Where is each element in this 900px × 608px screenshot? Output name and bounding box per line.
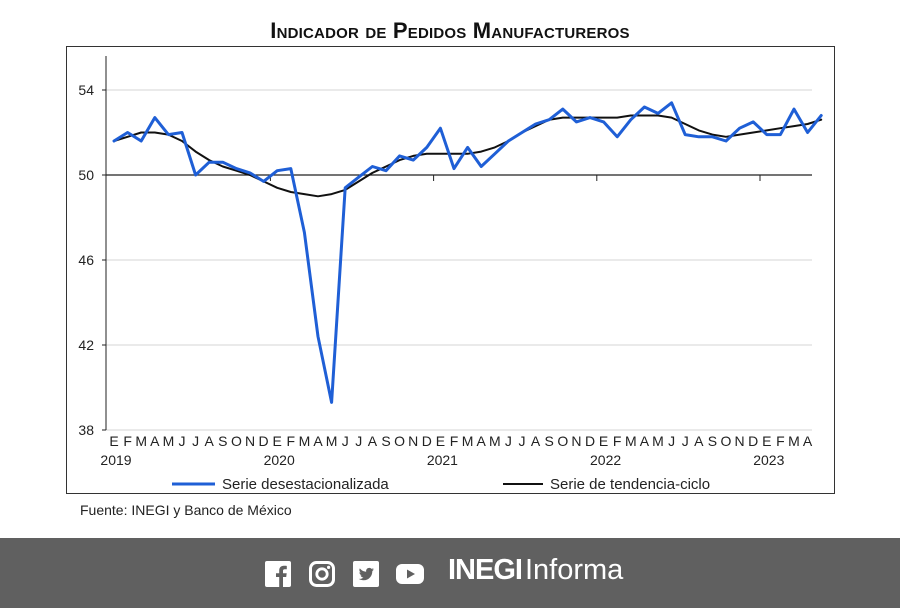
- y-tick-label: 46: [78, 252, 94, 268]
- series-desestacionalizada: [112, 101, 823, 404]
- month-label: A: [477, 433, 487, 449]
- month-label: M: [489, 433, 501, 449]
- y-tick-label: 50: [78, 167, 94, 183]
- month-label: M: [299, 433, 311, 449]
- facebook-icon[interactable]: [265, 561, 291, 587]
- month-label: J: [192, 433, 199, 449]
- month-label: E: [109, 433, 118, 449]
- month-label: A: [368, 433, 378, 449]
- month-label: A: [205, 433, 215, 449]
- month-label: O: [557, 433, 568, 449]
- month-label: J: [519, 433, 526, 449]
- month-label: M: [788, 433, 800, 449]
- instagram-icon[interactable]: [309, 561, 335, 587]
- month-label: M: [163, 433, 175, 449]
- month-label: A: [694, 433, 704, 449]
- month-label: J: [505, 433, 512, 449]
- legend-label: Serie de tendencia-ciclo: [550, 476, 710, 493]
- legend: Serie desestacionalizada Serie de tendenc…: [172, 476, 710, 493]
- month-label: N: [571, 433, 581, 449]
- month-label: E: [762, 433, 771, 449]
- month-label: M: [625, 433, 637, 449]
- gridlines: [106, 89, 812, 431]
- y-tick-label: 42: [78, 337, 94, 353]
- brand-bold: INEGI: [448, 554, 523, 586]
- month-label: S: [545, 433, 554, 449]
- month-label: D: [422, 433, 432, 449]
- month-label: S: [708, 433, 717, 449]
- month-label: J: [668, 433, 675, 449]
- year-label: 2021: [427, 452, 458, 468]
- chart-title: Indicador de Pedidos Manufactureros: [270, 18, 630, 43]
- month-label: O: [721, 433, 732, 449]
- year-label: 2020: [264, 452, 295, 468]
- month-label: A: [531, 433, 541, 449]
- series-tendencia-ciclo: [113, 114, 823, 198]
- month-label: J: [179, 433, 186, 449]
- month-label: A: [803, 433, 813, 449]
- chart-frame: [66, 46, 835, 494]
- brand-light: Informa: [524, 554, 624, 586]
- year-label: 2019: [100, 452, 131, 468]
- month-label: D: [748, 433, 758, 449]
- month-label: O: [231, 433, 242, 449]
- legend-label: Serie desestacionalizada: [222, 476, 389, 493]
- year-label: 2022: [590, 452, 621, 468]
- series-lines: [112, 101, 823, 404]
- month-label: M: [326, 433, 338, 449]
- source-note: Fuente: INEGI y Banco de México: [80, 502, 292, 518]
- youtube-icon[interactable]: [396, 561, 424, 587]
- year-label: 2023: [753, 452, 784, 468]
- inegi-informa-logo[interactable]: INEGI Informa: [448, 554, 623, 587]
- month-label: A: [640, 433, 650, 449]
- month-label: S: [218, 433, 227, 449]
- month-label: M: [462, 433, 474, 449]
- y-tick-label: 54: [78, 82, 94, 98]
- month-label: D: [259, 433, 269, 449]
- month-label: F: [123, 433, 132, 449]
- month-label: N: [408, 433, 418, 449]
- month-label: E: [273, 433, 282, 449]
- month-label: J: [355, 433, 362, 449]
- month-label: F: [613, 433, 622, 449]
- month-label: E: [599, 433, 608, 449]
- month-label: N: [245, 433, 255, 449]
- month-label: J: [682, 433, 689, 449]
- month-label: A: [313, 433, 323, 449]
- twitter-icon[interactable]: [353, 561, 379, 587]
- y-tick-label: 38: [78, 422, 94, 438]
- month-label: F: [776, 433, 785, 449]
- month-label: S: [381, 433, 390, 449]
- month-label: M: [135, 433, 147, 449]
- month-label: J: [342, 433, 349, 449]
- month-label: O: [394, 433, 405, 449]
- month-label: F: [450, 433, 459, 449]
- footer-bar: INEGI Informa: [0, 538, 900, 608]
- month-label: D: [585, 433, 595, 449]
- month-label: F: [287, 433, 296, 449]
- month-label: E: [436, 433, 445, 449]
- y-axis: 38 42 46 50 54: [78, 56, 107, 438]
- month-label: M: [652, 433, 664, 449]
- month-label: A: [150, 433, 160, 449]
- month-label: N: [735, 433, 745, 449]
